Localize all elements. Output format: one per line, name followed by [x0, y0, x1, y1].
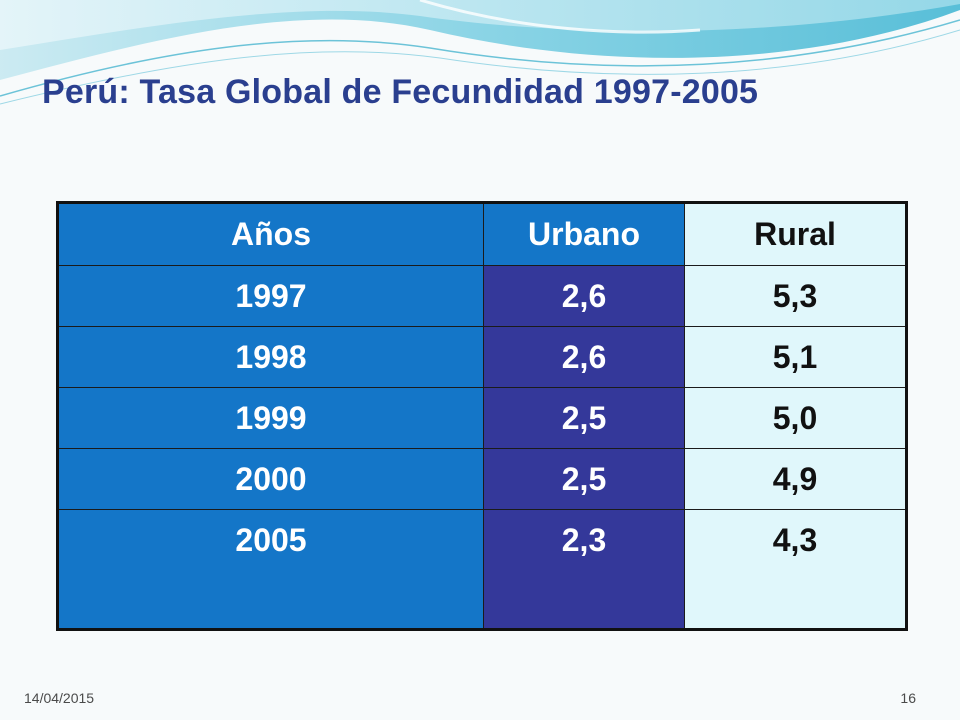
cell-year: 1999 — [57, 387, 484, 449]
fertility-table: Años Urbano Rural 1997 2,6 5,3 1998 2,6 … — [56, 201, 908, 631]
cell-rural: 5,0 — [684, 387, 907, 449]
header-urban: Urbano — [483, 202, 685, 266]
cell-urban: 2,5 — [483, 387, 685, 449]
table-row: 1998 2,6 5,1 — [57, 326, 907, 388]
cell-urban: 2,5 — [483, 448, 685, 510]
table-row: 2000 2,5 4,9 — [57, 448, 907, 510]
decorative-wave-header — [0, 0, 960, 105]
cell-rural: 5,3 — [684, 265, 907, 327]
cell-year: 1998 — [57, 326, 484, 388]
table-row: 2005 2,3 4,3 — [57, 509, 907, 630]
slide-title: Perú: Tasa Global de Fecundidad 1997-200… — [42, 73, 759, 111]
cell-year: 1997 — [57, 265, 484, 327]
footer-date: 14/04/2015 — [24, 690, 95, 706]
cell-urban: 2,6 — [483, 326, 685, 388]
cell-year: 2005 — [57, 509, 484, 630]
header-years: Años — [57, 202, 484, 266]
table-row: 1997 2,6 5,3 — [57, 265, 907, 327]
table-header-row: Años Urbano Rural — [57, 202, 907, 266]
cell-rural: 4,9 — [684, 448, 907, 510]
cell-urban: 2,3 — [483, 509, 685, 630]
cell-year: 2000 — [57, 448, 484, 510]
table-row: 1999 2,5 5,0 — [57, 387, 907, 449]
cell-rural: 5,1 — [684, 326, 907, 388]
page-number: 16 — [900, 690, 916, 706]
header-rural: Rural — [684, 202, 907, 266]
cell-rural: 4,3 — [684, 509, 907, 630]
cell-urban: 2,6 — [483, 265, 685, 327]
